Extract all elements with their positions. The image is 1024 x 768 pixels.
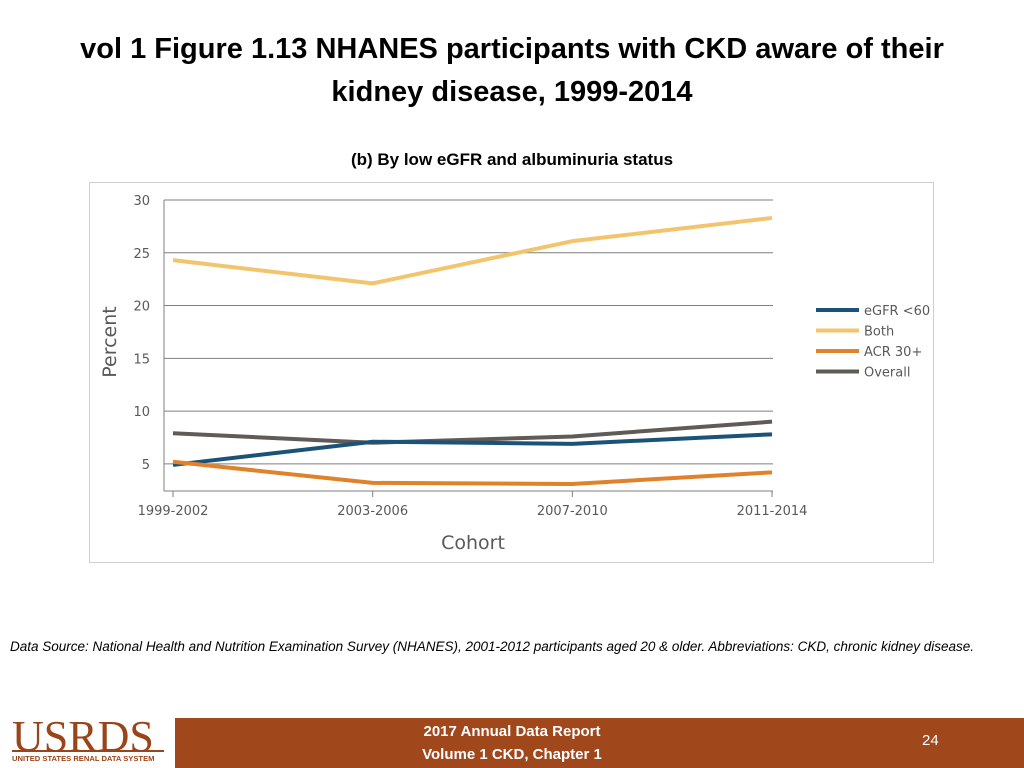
series-line-acr-30 — [172, 459, 773, 486]
y-tick-label: 5 — [142, 458, 150, 473]
logo-subtext: UNITED STATES RENAL DATA SYSTEM — [12, 754, 155, 763]
footnote: Data Source: National Health and Nutriti… — [10, 639, 975, 654]
legend-label: Both — [864, 325, 894, 340]
report-line-2: Volume 1 CKD, Chapter 1 — [422, 746, 602, 763]
page-number: 24 — [922, 732, 939, 749]
usrds-logo: USRDS UNITED STATES RENAL DATA SYSTEM — [0, 712, 175, 768]
y-axis-label: Percent — [99, 306, 121, 378]
x-tick-label: 1999-2002 — [138, 504, 209, 519]
series-line-overall — [172, 419, 773, 445]
report-title: 2017 Annual Data Report Volume 1 CKD, Ch… — [380, 720, 644, 766]
logo-rule — [12, 750, 164, 752]
legend-label: eGFR <60 — [864, 304, 930, 319]
line-chart: 5 10 15 20 25 30 1999-2002 2003-2006 2007-2010 20… — [99, 194, 930, 554]
chart-subtitle: (b) By low eGFR and albuminuria status — [350, 150, 674, 169]
slide-title: vol 1 Figure 1.13 NHANES participants wi… — [80, 33, 944, 108]
series-line-egfr-60 — [172, 432, 773, 467]
y-tick-label: 25 — [133, 247, 150, 262]
logo-wordmark: USRDS — [12, 712, 154, 761]
y-tick-label: 20 — [133, 300, 150, 315]
x-axis-label: Cohort — [441, 532, 505, 554]
series-lines — [172, 215, 773, 486]
x-tick-label: 2011-2014 — [737, 504, 808, 519]
footer-bar: USRDS UNITED STATES RENAL DATA SYSTEM 20… — [0, 712, 1024, 768]
legend-label: Overall — [864, 366, 910, 381]
chart-frame — [89, 182, 934, 563]
y-tick-label: 10 — [133, 405, 150, 420]
report-line-1: 2017 Annual Data Report — [423, 723, 601, 740]
y-tick-label: 30 — [133, 194, 150, 209]
x-tick-label: 2007-2010 — [537, 504, 608, 519]
gridlines — [164, 199, 773, 465]
x-tick-label: 2003-2006 — [337, 504, 408, 519]
y-tick-label: 15 — [133, 352, 150, 367]
series-line-both — [172, 215, 773, 286]
axes: 5 10 15 20 25 30 1999-2002 2003-2006 2007-2010 20… — [133, 194, 807, 519]
legend-label: ACR 30+ — [864, 345, 922, 360]
legend: eGFR <60 Both ACR 30+ Overall — [816, 304, 930, 381]
